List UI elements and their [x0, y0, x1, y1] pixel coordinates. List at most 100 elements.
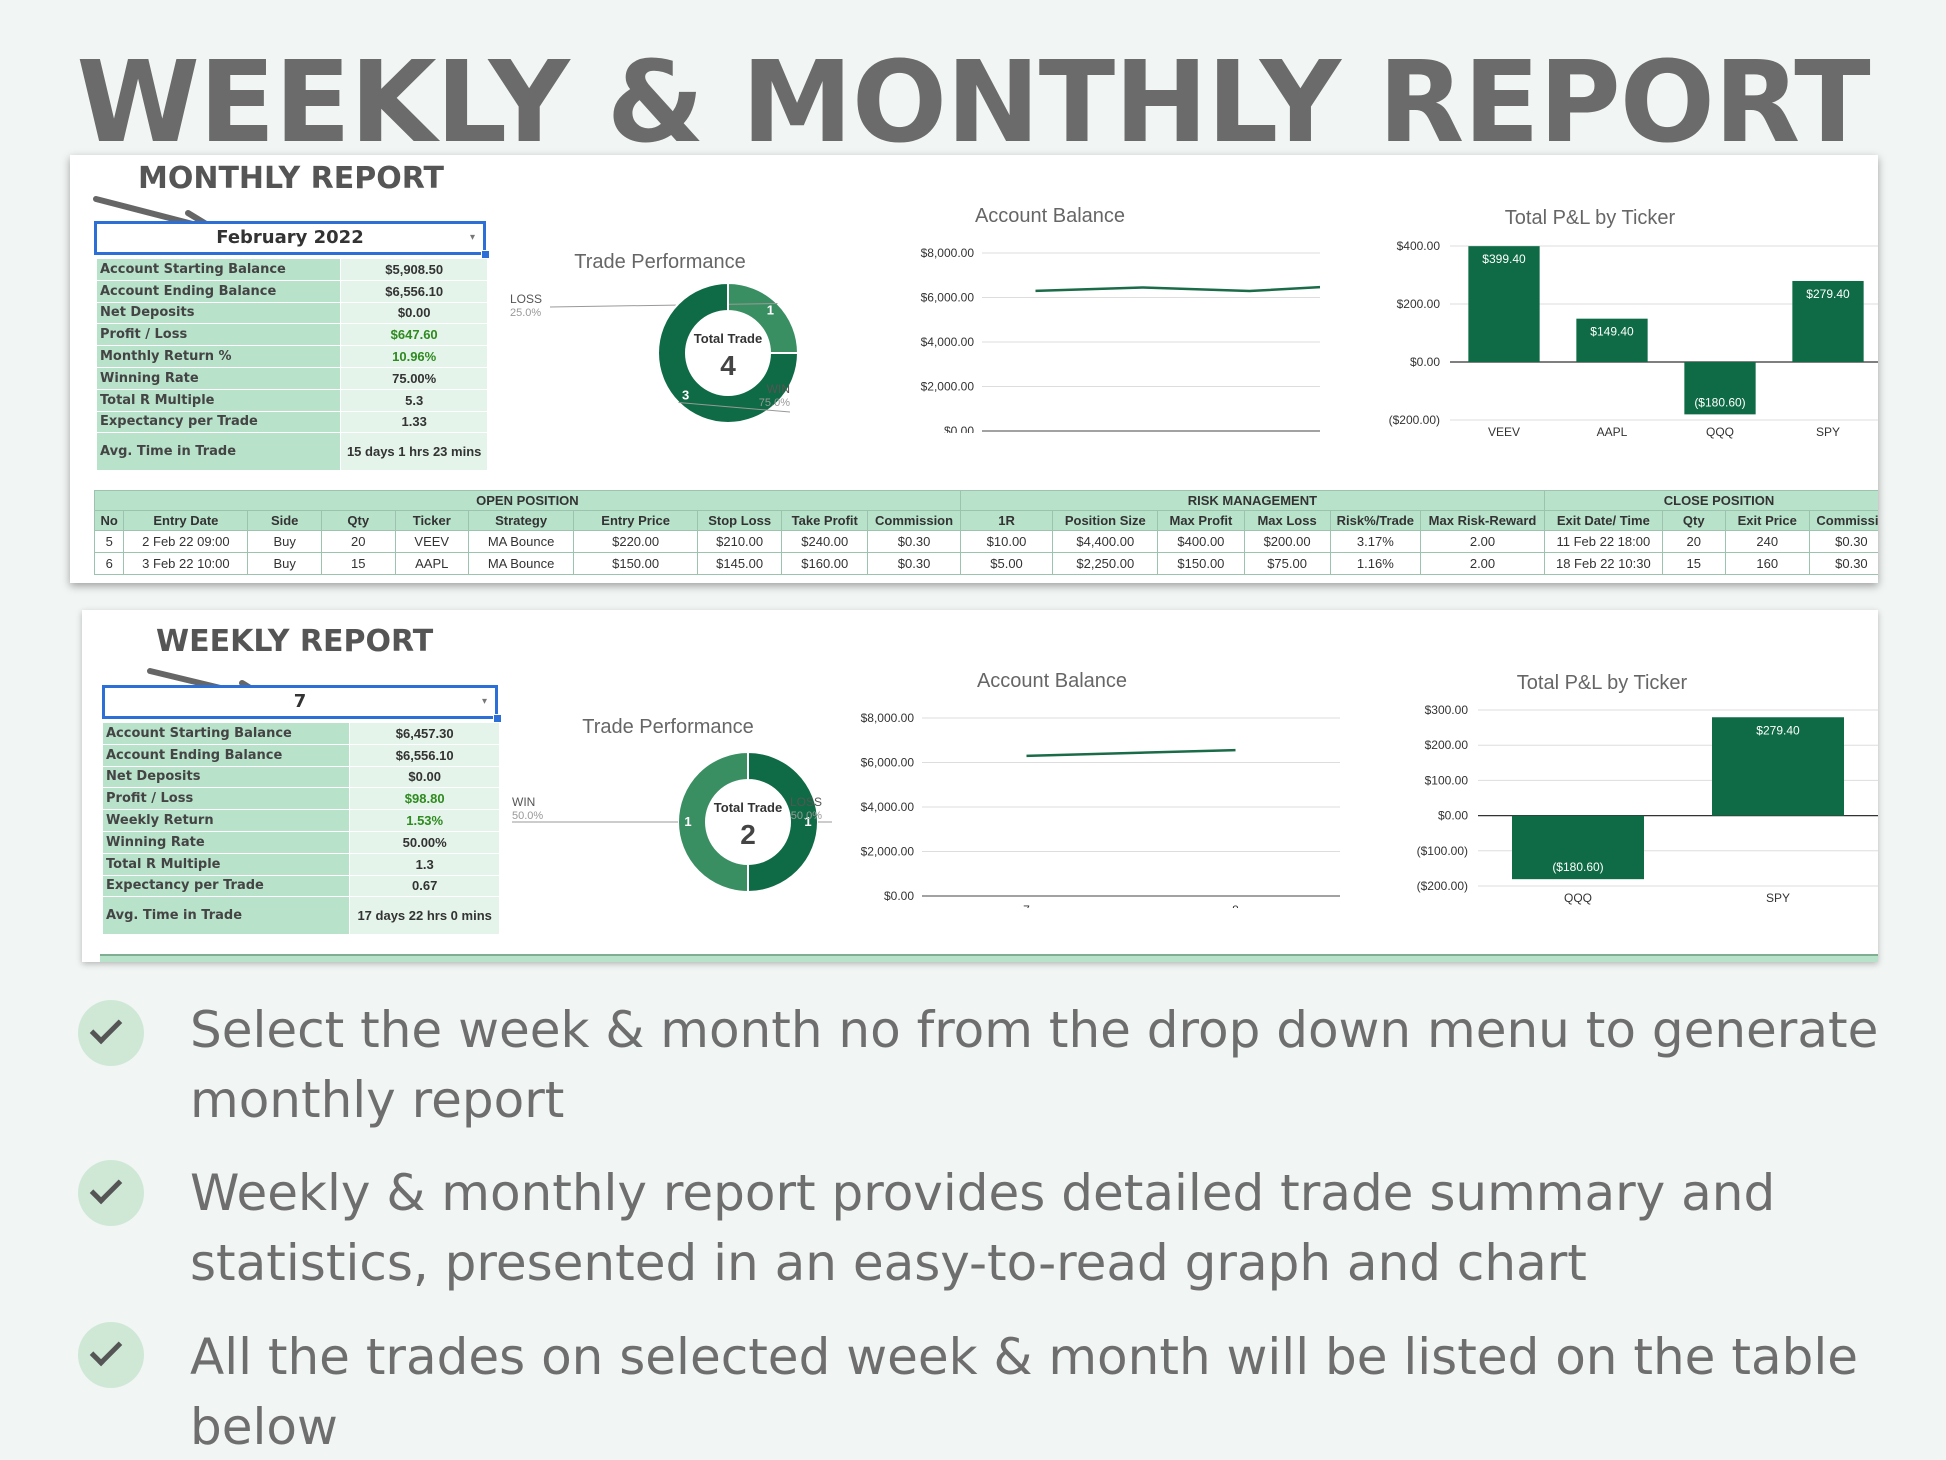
table-cell[interactable]: 2 Feb 22 09:00: [123, 530, 249, 553]
monthly-report-title: MONTHLY REPORT: [138, 161, 444, 196]
table-cell[interactable]: 240: [1724, 530, 1810, 553]
monthly-pnl-title: Total P&L by Ticker: [1504, 207, 1676, 229]
stat-row: Winning Rate 75.00%: [95, 366, 488, 390]
donut-legend-pct: 75.0%: [759, 397, 790, 409]
y-tick-label: $6,000.00: [861, 756, 915, 770]
month-selector-dropdown[interactable]: February 2022 ▾: [94, 221, 490, 259]
table-cell[interactable]: 20: [1661, 530, 1726, 553]
stat-label: Winning Rate: [95, 366, 342, 390]
column-header: Max Loss: [1243, 510, 1331, 531]
stat-value: 5.3: [340, 388, 488, 412]
y-tick-label: $200.00: [1425, 738, 1469, 752]
y-tick-label: ($200.00): [1389, 413, 1440, 427]
bar-value-label: $279.40: [1806, 287, 1850, 301]
stat-row: Weekly Return 1.53%: [101, 809, 500, 832]
donut-slice-count: 1: [767, 303, 774, 318]
table-cell[interactable]: $160.00: [781, 552, 869, 575]
stat-label: Expectancy per Trade: [95, 410, 342, 434]
stat-label: Winning Rate: [101, 830, 351, 854]
week-selector-dropdown[interactable]: 7 ▾: [102, 685, 502, 723]
table-cell[interactable]: $2,250.00: [1052, 552, 1159, 575]
y-tick-label: ($100.00): [1417, 844, 1468, 858]
stat-row: Profit / Loss $647.60: [95, 323, 488, 347]
table-cell[interactable]: $0.30: [867, 552, 961, 575]
stat-value: 75.00%: [340, 366, 488, 390]
stat-label: Account Starting Balance: [101, 722, 351, 745]
table-cell[interactable]: 2.00: [1420, 530, 1545, 553]
y-tick-label: $0.00: [944, 424, 974, 433]
table-cell[interactable]: 3 Feb 22 10:00: [123, 552, 249, 575]
table-cell[interactable]: $0.30: [867, 530, 961, 553]
table-cell[interactable]: 20: [320, 530, 396, 553]
table-cell[interactable]: $145.00: [697, 552, 783, 575]
donut-center-value: 2: [740, 819, 756, 850]
y-tick-label: $8,000.00: [921, 246, 975, 260]
column-header: Position Size: [1052, 510, 1159, 531]
donut-slice-count: 1: [804, 814, 811, 829]
table-cell[interactable]: 5: [93, 530, 125, 553]
stat-value: $0.00: [349, 765, 500, 789]
donut-slice-win: [677, 750, 749, 894]
table-cell[interactable]: $240.00: [781, 530, 869, 553]
table-cell[interactable]: $5.00: [959, 552, 1054, 575]
table-cell[interactable]: 2.00: [1420, 552, 1545, 575]
table-cell[interactable]: $150.00: [573, 552, 699, 575]
table-cell[interactable]: $75.00: [1243, 552, 1331, 575]
table-cell[interactable]: 18 Feb 22 10:30: [1544, 552, 1663, 575]
table-cell[interactable]: $210.00: [697, 530, 783, 553]
monthly-donut-title: Trade Performance: [574, 251, 746, 273]
table-cell[interactable]: $220.00: [573, 530, 699, 553]
table-cell[interactable]: Buy: [247, 552, 322, 575]
dropdown-caret-icon: ▾: [469, 232, 475, 243]
table-cell[interactable]: 15: [1661, 552, 1726, 575]
stat-value: 15 days 1 hrs 23 mins: [340, 432, 488, 472]
column-header: Strategy: [468, 510, 575, 531]
x-category-label: VEEV: [1488, 425, 1520, 439]
column-header: Exit Date/ Time: [1544, 510, 1663, 531]
table-cell[interactable]: $150.00: [1157, 552, 1245, 575]
table-cell[interactable]: AAPL: [394, 552, 470, 575]
donut-legend-pct: 25.0%: [510, 307, 541, 319]
table-cell[interactable]: 11 Feb 22 18:00: [1544, 530, 1663, 553]
x-category-label: SPY: [1816, 425, 1840, 439]
donut-center-label: Total Trade: [714, 800, 782, 815]
table-cell[interactable]: $0.30: [1808, 552, 1878, 575]
y-tick-label: $400.00: [1397, 239, 1441, 253]
donut-legend-name: LOSS: [510, 292, 542, 306]
table-cell[interactable]: 160: [1724, 552, 1810, 575]
table-cell[interactable]: $10.00: [959, 530, 1054, 553]
table-cell[interactable]: 15: [320, 552, 396, 575]
table-cell[interactable]: MA Bounce: [468, 552, 575, 575]
column-header: Max Profit: [1157, 510, 1245, 531]
donut-leader-line: [678, 401, 791, 413]
table-cell[interactable]: MA Bounce: [468, 530, 575, 553]
table-cell[interactable]: VEEV: [394, 530, 470, 553]
table-cell[interactable]: $400.00: [1157, 530, 1245, 553]
table-cell[interactable]: Buy: [247, 530, 322, 553]
donut-legend-name: LOSS: [790, 795, 822, 809]
group-header: OPEN POSITION: [94, 490, 961, 511]
table-cell[interactable]: $0.30: [1808, 530, 1878, 553]
stat-row: Account Ending Balance $6,556.10: [95, 279, 488, 303]
pnl-bar: [1712, 717, 1844, 816]
stat-value: 17 days 22 hrs 0 mins: [349, 896, 500, 936]
column-header-row: No Entry Date Side Qty Ticker Strategy Entry P…: [93, 510, 1878, 531]
pnl-bar: [1792, 280, 1864, 362]
y-tick-label: $8,000.00: [861, 711, 915, 725]
table-cell[interactable]: 1.16%: [1329, 552, 1422, 575]
table-cell[interactable]: $4,400.00: [1052, 530, 1159, 553]
y-tick-label: $4,000.00: [921, 335, 975, 349]
column-header: Entry Date: [123, 510, 249, 531]
bar-value-label: ($180.60): [1552, 860, 1603, 874]
table-cell[interactable]: $200.00: [1243, 530, 1331, 553]
table-cell[interactable]: 3.17%: [1329, 530, 1422, 553]
pnl-bar: [1512, 815, 1644, 880]
stat-row: Total R Multiple 5.3: [95, 388, 488, 412]
dropdown-caret-icon: ▾: [481, 696, 487, 707]
donut-legend-name: WIN: [767, 382, 790, 396]
table-cell[interactable]: 6: [93, 552, 125, 575]
stat-label: Account Ending Balance: [95, 279, 342, 303]
donut-slice-win: [657, 281, 800, 424]
